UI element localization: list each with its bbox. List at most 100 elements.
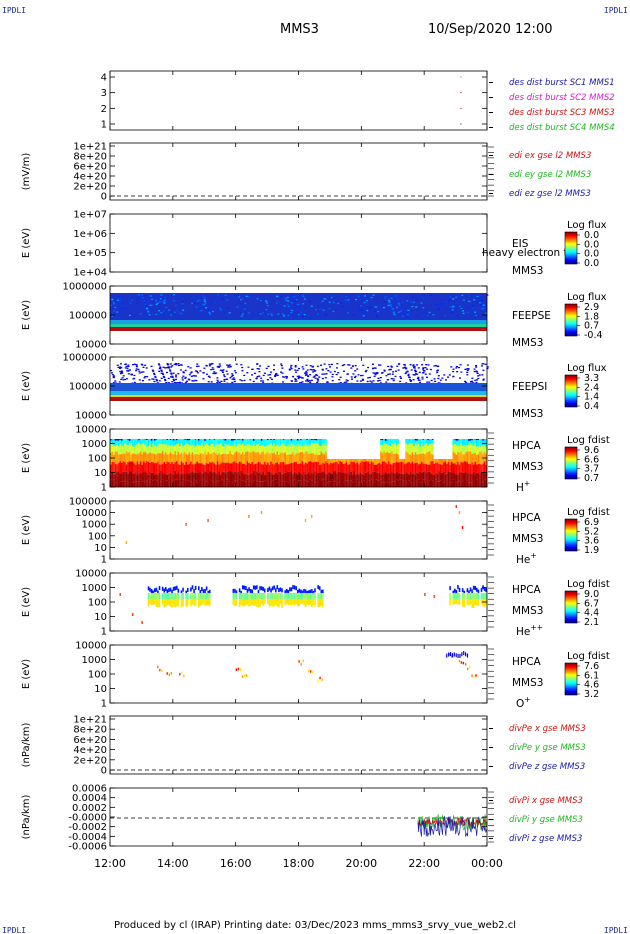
y-tick-label: -0.0006 xyxy=(68,842,107,853)
panel-label: FEEPSE xyxy=(512,310,551,322)
y-tick-label: 1 xyxy=(101,120,107,131)
y-tick-label: 10000 xyxy=(75,569,107,580)
y-tick-label: 1000000 xyxy=(62,353,107,364)
y-tick-label: 1e+07 xyxy=(73,210,107,221)
corner-label-bottom-right: IPDLI xyxy=(603,926,628,934)
colorbar-tick: 2.1 xyxy=(584,617,599,628)
colorbar-tick: 1.9 xyxy=(584,545,599,556)
y-tick-label: 2e+20 xyxy=(73,182,107,193)
panel-hpca_hepp: 10000 1000 100 10 1 E (eV) HPCA MMS3 He++ Log fdi… xyxy=(21,569,610,639)
panel-label: He+ xyxy=(516,551,537,566)
panel-divpi: 0.00060.00040.0002-0.0000-0.0002-0.0004-… xyxy=(21,784,583,853)
colorbar-tick: 1.8 xyxy=(584,311,599,322)
colorbar-tick: 2.4 xyxy=(584,382,599,393)
y-tick-label: 10000 xyxy=(75,425,107,436)
y-tick-label: 100 xyxy=(88,598,107,609)
panel-hpca_o: 10000 1000 100 10 1 E (eV) HPCA MMS3 O+ Log fdist… xyxy=(21,641,610,711)
y-axis-label: E (eV) xyxy=(21,443,32,473)
panel-frame xyxy=(109,213,488,273)
colorbar-title: Log flux xyxy=(567,363,607,374)
y-tick-label: 1000 xyxy=(82,583,107,594)
y-tick-label: 10000 xyxy=(75,340,107,351)
legend-entry: edi ez gse l2 MMS3 xyxy=(509,189,591,199)
legend-entry: divPi z gse MMS3 xyxy=(509,834,582,844)
colorbar-tick: 6.9 xyxy=(584,517,599,528)
panel-frame xyxy=(109,787,488,847)
colorbar-title: Log fdist xyxy=(567,579,610,590)
colorbar-tick: 5.2 xyxy=(584,526,599,537)
legend-entry: des dist burst SC2 MMS2 xyxy=(509,93,615,103)
burst-point xyxy=(460,92,462,94)
panel-frame xyxy=(109,70,488,131)
spacecraft-title: MMS3 xyxy=(280,22,319,37)
y-tick-label: 4e+20 xyxy=(73,745,107,756)
panel-eis: 1e+07 1e+06 1e+05 1e+04 E (eV) EIS MMS3 heavy e… xyxy=(21,210,607,279)
colorbar-tick: 3.2 xyxy=(584,689,599,700)
colorbar-tick: 9.0 xyxy=(584,589,599,600)
y-axis-label: E (eV) xyxy=(21,371,32,401)
y-tick-label: 10 xyxy=(94,612,107,623)
colorbar-tick: 6.1 xyxy=(584,670,599,681)
colorbar xyxy=(564,303,578,337)
y-tick-label: 100000 xyxy=(69,497,107,508)
series-2 xyxy=(417,816,487,837)
legend-entry: des dist burst SC1 MMS1 xyxy=(509,78,615,88)
panel-frame xyxy=(109,715,488,775)
panel-label: MMS3 xyxy=(512,265,543,277)
colorbar-title: Log flux xyxy=(567,220,607,231)
colorbar-tick: 3.7 xyxy=(584,464,599,475)
y-tick-label: 2 xyxy=(101,104,107,115)
y-axis-label: (mV/m) xyxy=(21,153,32,191)
panel-label: HPCA xyxy=(512,440,542,452)
x-tick-label: 18:00 xyxy=(283,857,315,870)
panel-burst: 4 3 2 1 des dist burst SC1 MMS1 des dist burs… xyxy=(101,70,615,133)
y-tick-label: 1000000 xyxy=(62,282,107,293)
panel-frame xyxy=(109,142,488,201)
legend-entry: divPe y gse MMS3 xyxy=(509,743,586,753)
panel-label: MMS3 xyxy=(512,677,543,689)
colorbar-tick: 3.3 xyxy=(584,373,599,384)
legend-entry: divPi x gse MMS3 xyxy=(509,796,583,806)
y-tick-label: 1 xyxy=(101,699,107,710)
y-tick-label: 10 xyxy=(94,468,107,479)
y-tick-label: 1e+05 xyxy=(73,248,107,259)
y-tick-label: 100 xyxy=(88,531,107,542)
y-tick-label: 10000 xyxy=(75,411,107,422)
colorbar-tick: 6.6 xyxy=(584,454,599,465)
y-axis-label: E (eV) xyxy=(21,300,32,330)
y-axis-label: (nPa/km) xyxy=(21,723,32,768)
legend-entry: divPe x gse MMS3 xyxy=(509,724,586,734)
y-tick-label: 0 xyxy=(101,766,107,777)
panel-label: HPCA xyxy=(512,584,542,596)
y-tick-label: 1e+21 xyxy=(73,715,107,726)
panel-feepse: 1000000 100000 10000 E (eV) FEEPSE MMS3 Log fl… xyxy=(21,282,607,351)
x-tick-label: 12:00 xyxy=(94,857,126,870)
colorbar-title: Log fdist xyxy=(567,507,610,518)
panel-label: EIS xyxy=(512,238,529,250)
panel-label: MMS3 xyxy=(512,605,543,617)
y-tick-label: 1e+21 xyxy=(73,142,107,153)
overlay-text: heavy electron to xyxy=(482,247,574,259)
y-tick-label: 8e+20 xyxy=(73,725,107,736)
y-axis-label: (nPa/km) xyxy=(21,795,32,840)
y-tick-label: 0.0006 xyxy=(72,784,107,795)
y-axis-label: E (eV) xyxy=(21,515,32,545)
y-tick-label: 6e+20 xyxy=(73,162,107,173)
legend-entry: des dist burst SC4 MMS4 xyxy=(509,123,615,133)
legend-entry: divPi y gse MMS3 xyxy=(509,815,583,825)
colorbar-tick: 3.6 xyxy=(584,536,599,547)
legend-entry: divPe z gse MMS3 xyxy=(509,762,585,772)
legend-entry: des dist burst SC3 MMS3 xyxy=(509,108,615,118)
colorbar xyxy=(564,231,578,265)
y-tick-label: 6e+20 xyxy=(73,735,107,746)
colorbar-tick: 6.7 xyxy=(584,598,599,609)
y-tick-label: 1 xyxy=(101,627,107,638)
y-tick-label: 10 xyxy=(94,684,107,695)
y-tick-label: 10 xyxy=(94,543,107,554)
y-tick-label: 100000 xyxy=(69,382,107,393)
y-tick-label: 1000 xyxy=(82,520,107,531)
corner-label-bottom-left: IPDLI xyxy=(2,926,27,934)
y-tick-label: 2e+20 xyxy=(73,755,107,766)
